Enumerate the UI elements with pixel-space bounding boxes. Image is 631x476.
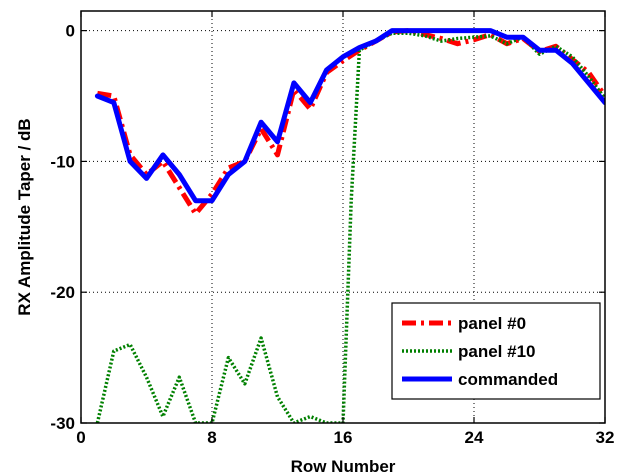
legend-label-commanded: commanded [458,370,558,389]
y-tick-label: -30 [50,414,75,433]
x-tick-label: 24 [465,428,484,447]
legend: panel #0 panel #10 commanded [391,302,601,400]
legend-entry-commanded: commanded [402,370,558,389]
y-tick-label: -10 [50,152,75,171]
x-tick-label: 8 [207,428,216,447]
axis-ticks: 0 8 16 24 32 0 -10 -20 -30 [50,11,614,447]
y-tick-label: 0 [66,22,75,41]
series-line-0 [97,28,605,217]
series-lines [94,28,605,423]
x-tick-label: 16 [334,428,353,447]
y-tick-label: -20 [50,283,75,302]
legend-entry-panel10: panel #10 [402,342,536,361]
x-tick-label: 0 [76,428,85,447]
legend-label-panel0: panel #0 [458,314,526,333]
y-axis-label: RX Amplitude Taper / dB [15,118,34,315]
legend-label-panel10: panel #10 [458,342,536,361]
grid-lines [81,11,605,423]
legend-entry-panel0: panel #0 [402,314,526,333]
x-axis-label: Row Number [291,457,396,476]
series-line-2 [94,28,605,204]
x-tick-label: 32 [596,428,615,447]
